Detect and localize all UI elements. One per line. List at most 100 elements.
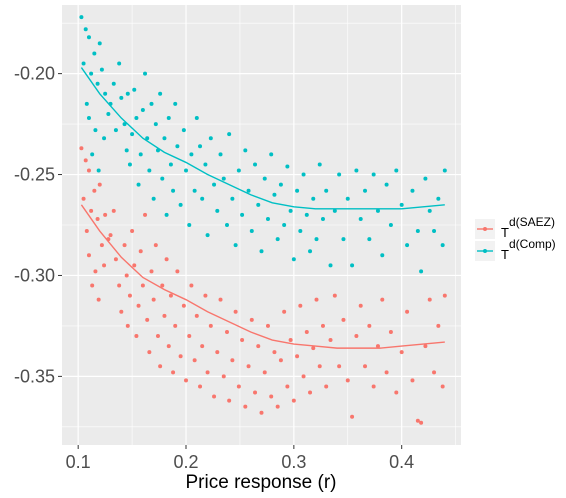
data-point (84, 101, 89, 106)
data-point (269, 394, 274, 399)
data-point (187, 223, 192, 227)
data-point (166, 116, 171, 121)
data-point (79, 146, 84, 151)
data-point (301, 172, 306, 177)
x-axis: 0.1 0.2 0.3 0.4 (66, 445, 414, 472)
data-point (138, 152, 143, 157)
data-point (132, 263, 137, 268)
data-point (328, 263, 333, 268)
data-point (432, 229, 437, 234)
data-point (262, 370, 267, 375)
data-point (147, 168, 152, 173)
data-point (427, 208, 432, 213)
data-point (99, 243, 104, 248)
data-point (399, 202, 404, 207)
data-point (311, 196, 316, 201)
data-point (145, 136, 150, 141)
data-point (124, 148, 129, 153)
data-point (86, 116, 91, 121)
data-point (130, 229, 135, 234)
data-point (440, 384, 445, 389)
data-point (149, 269, 154, 274)
data-point (122, 243, 127, 248)
data-point (158, 364, 163, 369)
data-point (164, 212, 169, 217)
data-point (119, 309, 124, 314)
data-point (130, 132, 135, 137)
data-point (97, 41, 102, 46)
data-point (145, 317, 150, 322)
data-point (212, 394, 217, 399)
data-point (96, 297, 101, 302)
data-point (272, 350, 277, 355)
data-point (384, 370, 389, 375)
series-1 (79, 146, 447, 425)
data-point (405, 243, 410, 248)
data-point (394, 168, 399, 173)
data-point (224, 223, 229, 227)
data-point (140, 283, 145, 288)
data-point (246, 188, 251, 193)
data-point (215, 350, 220, 355)
data-point (158, 91, 163, 96)
data-point (151, 196, 156, 201)
legend-item-0: Td(SAEZ) (475, 215, 555, 240)
y-axis: -0.35 -0.30 -0.25 -0.20 (14, 64, 62, 386)
data-point (175, 144, 180, 149)
data-point (380, 253, 385, 258)
data-point (265, 323, 270, 328)
data-point (282, 223, 287, 227)
data-point (388, 329, 393, 334)
data-point (103, 212, 108, 217)
data-point (164, 257, 169, 262)
data-point (304, 212, 309, 217)
data-point (117, 61, 122, 66)
data-point (205, 233, 210, 238)
data-point (147, 350, 152, 355)
data-point (243, 404, 248, 409)
data-point (240, 338, 245, 343)
data-point (291, 257, 296, 262)
data-point (189, 152, 194, 157)
series-0 (79, 15, 447, 274)
data-point (106, 111, 111, 116)
data-point (388, 223, 393, 227)
legend-label-base: T (501, 247, 509, 262)
data-point (304, 329, 309, 334)
data-point (275, 404, 280, 409)
data-point (122, 122, 127, 127)
x-tick-label: 0.3 (281, 452, 306, 472)
data-point (93, 269, 98, 274)
data-point (89, 71, 94, 76)
y-tick-label: -0.20 (14, 64, 55, 84)
data-point (410, 378, 415, 383)
data-point (332, 293, 337, 298)
data-point (111, 208, 116, 213)
data-point (269, 152, 274, 157)
data-point (227, 132, 232, 137)
data-point (96, 168, 101, 173)
data-point (440, 243, 445, 248)
data-point (308, 390, 313, 395)
data-point (136, 182, 141, 187)
x-tick-label: 0.4 (389, 452, 414, 472)
x-tick-label: 0.1 (66, 452, 91, 472)
data-point (90, 283, 95, 288)
data-point (149, 101, 154, 106)
data-point (337, 364, 342, 369)
data-point (200, 344, 205, 349)
data-point (132, 87, 137, 92)
data-point (375, 208, 380, 213)
data-point (134, 334, 139, 339)
data-point (203, 162, 208, 167)
data-point (375, 344, 380, 349)
data-point (436, 196, 441, 201)
data-point (291, 398, 296, 403)
data-point (95, 216, 100, 221)
data-point (113, 128, 118, 133)
data-point (288, 338, 293, 343)
data-point (265, 216, 270, 221)
data-point (317, 162, 322, 167)
data-point (350, 414, 355, 419)
